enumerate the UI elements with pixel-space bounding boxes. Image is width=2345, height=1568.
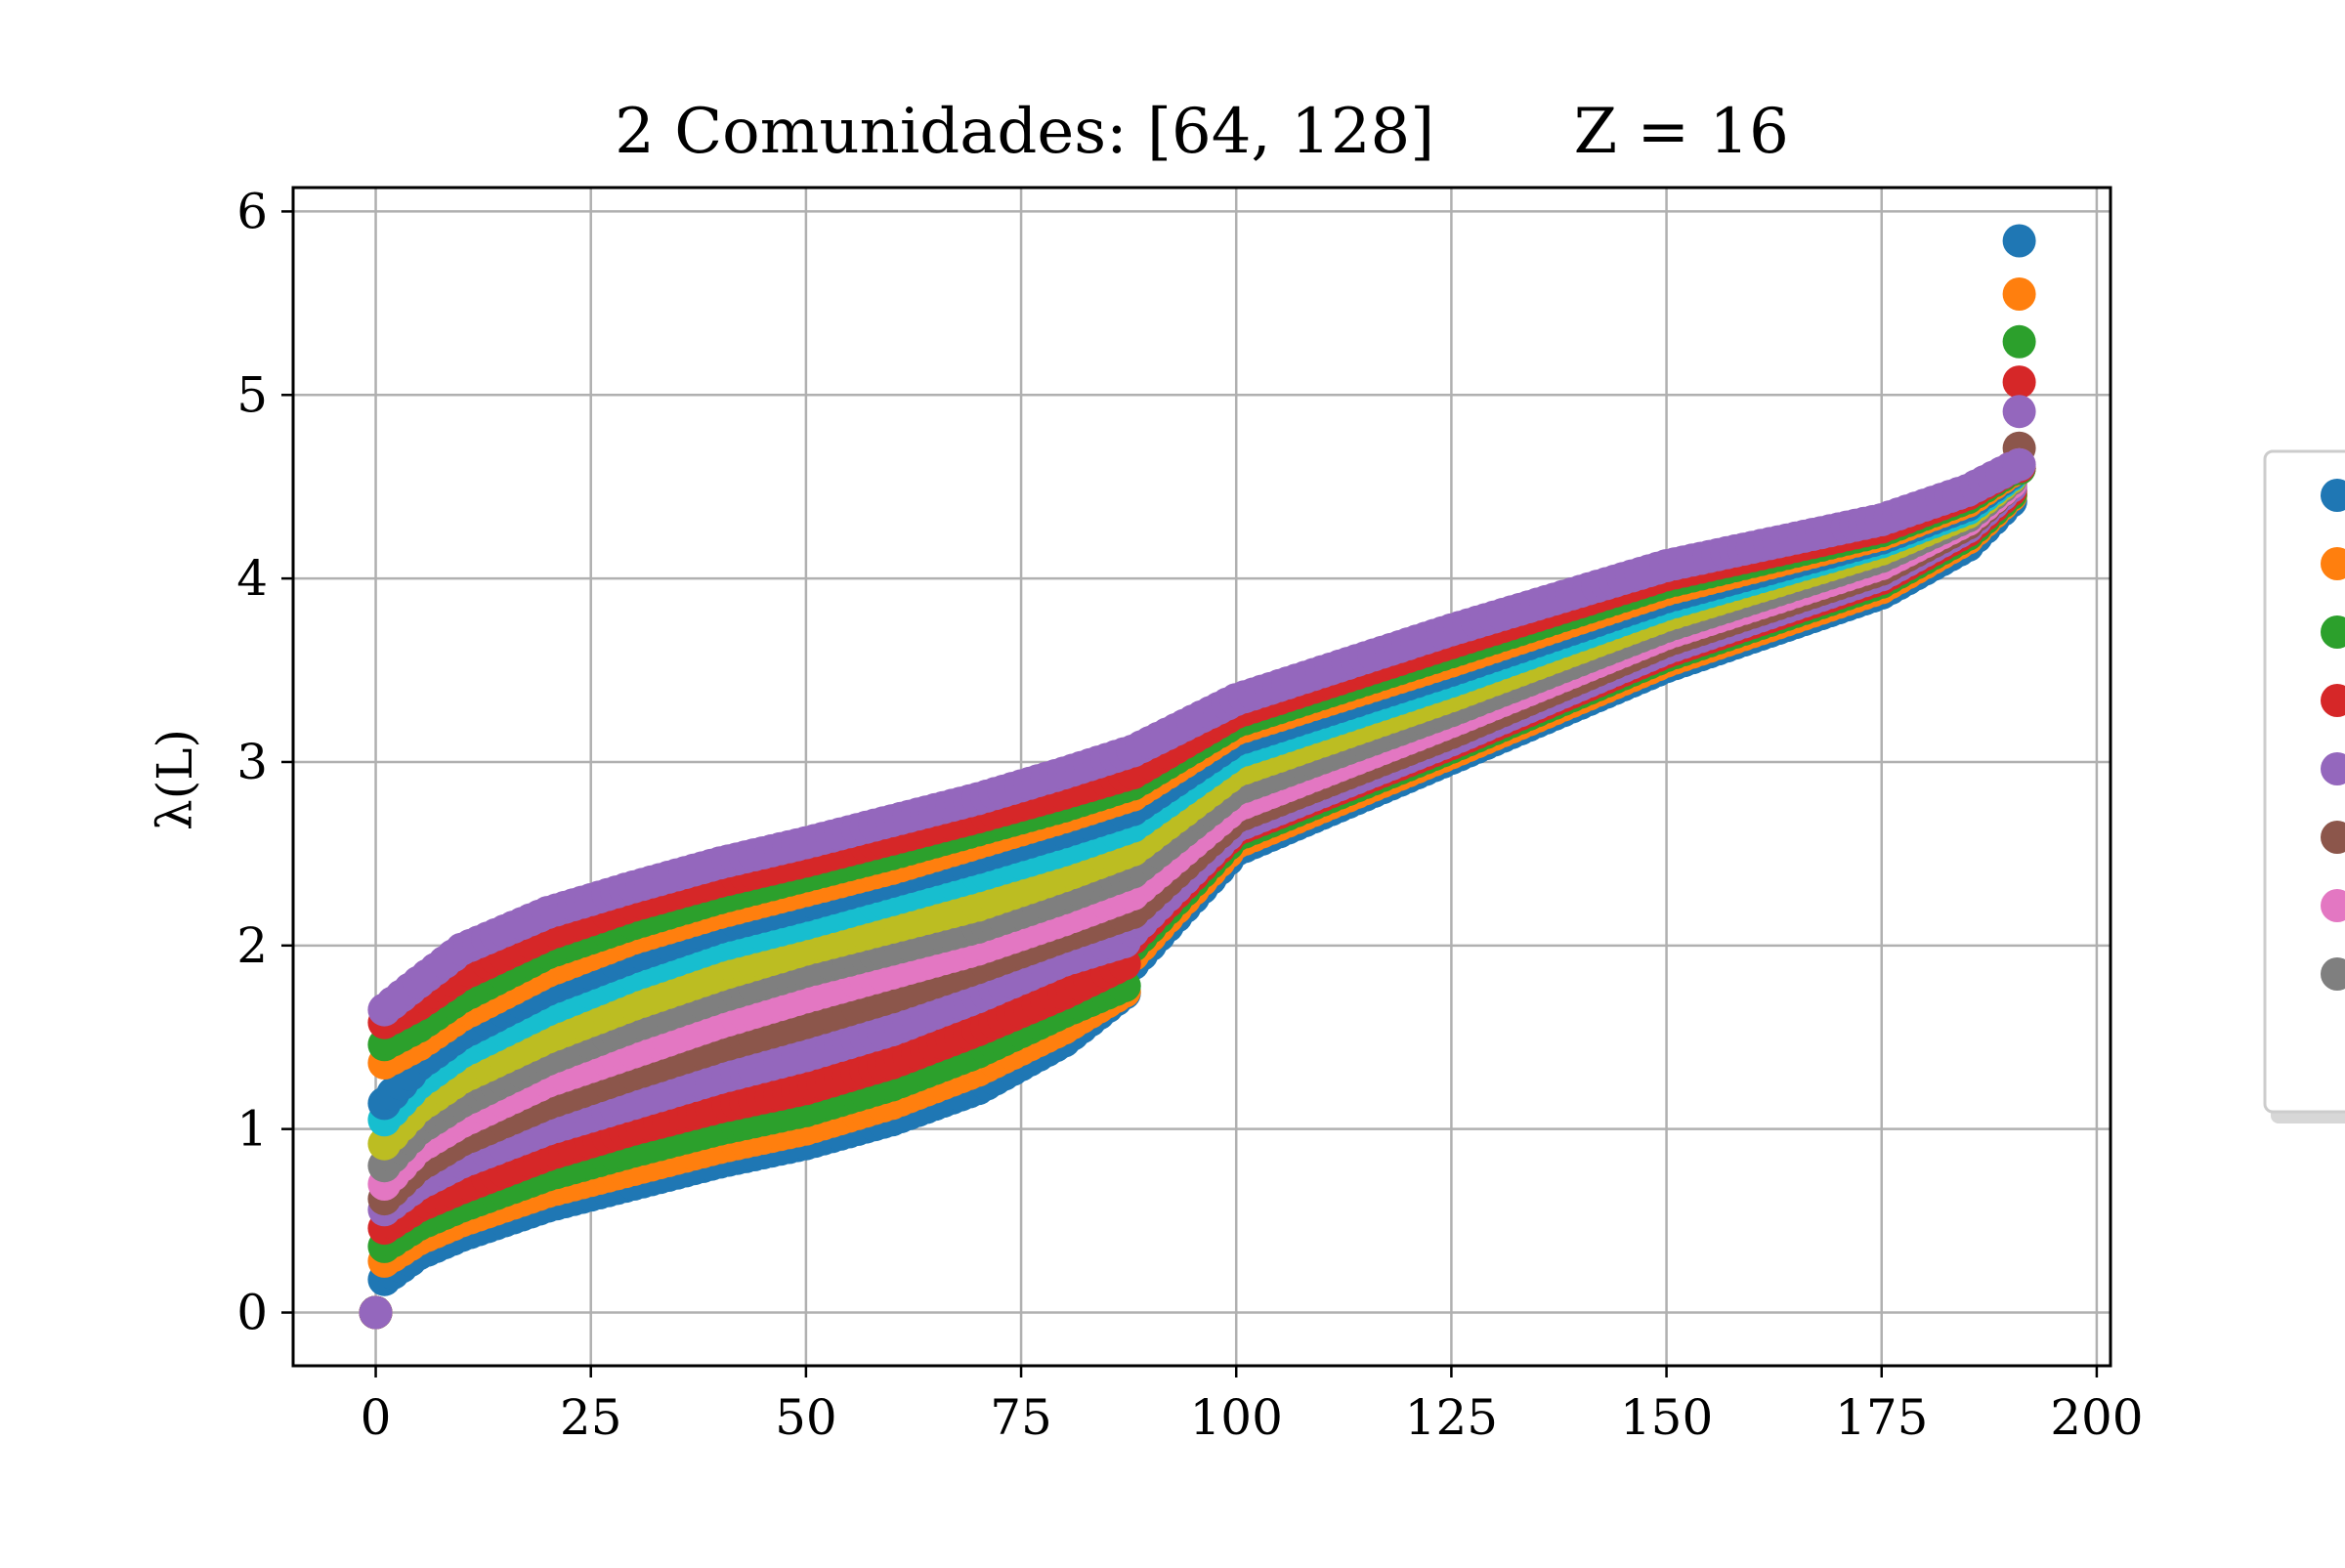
chart-title: 2 Comunidades: [64, 128] Z = 16 xyxy=(615,96,1789,168)
y-tick-label: 5 xyxy=(236,366,268,423)
y-tick-label: 4 xyxy=(236,550,268,607)
data-point xyxy=(2002,224,2036,258)
y-tick-label: 1 xyxy=(236,1101,268,1158)
data-point xyxy=(2002,447,2036,482)
x-tick-label: 75 xyxy=(990,1389,1052,1446)
data-point xyxy=(2002,395,2036,429)
y-tick-label: 3 xyxy=(236,734,268,790)
x-tick-label: 175 xyxy=(1835,1389,1928,1446)
y-axis-label: λ(L) xyxy=(147,729,203,830)
x-tick-label: 50 xyxy=(775,1389,837,1446)
legend-marker xyxy=(2321,684,2345,717)
legend xyxy=(2263,449,2345,1123)
legend-marker xyxy=(2321,957,2345,991)
x-tick-label: 125 xyxy=(1405,1389,1498,1446)
data-points xyxy=(359,224,2036,1330)
x-tick-label: 200 xyxy=(2050,1389,2143,1446)
legend-marker xyxy=(2321,615,2345,649)
legend-marker xyxy=(2321,547,2345,580)
x-tick-label: 100 xyxy=(1190,1389,1283,1446)
y-tick-label: 2 xyxy=(236,917,268,974)
legend-marker xyxy=(2321,821,2345,854)
x-tick-label: 0 xyxy=(361,1389,392,1446)
y-tick-label: 0 xyxy=(236,1285,268,1341)
legend-marker xyxy=(2321,889,2345,922)
x-tick-label: 150 xyxy=(1620,1389,1713,1446)
data-point xyxy=(2002,324,2036,359)
data-point xyxy=(359,1295,393,1330)
axes-frame xyxy=(291,186,2112,1368)
data-point xyxy=(2002,365,2036,400)
y-tick-label: 6 xyxy=(236,183,268,239)
axis-ticks: 0 25 50 75 100 125 150 175 200 0 1 2 3 4 5 6 xyxy=(236,183,2143,1446)
data-point xyxy=(2002,277,2036,311)
legend-marker xyxy=(2321,752,2345,785)
legend-marker xyxy=(2321,479,2345,512)
x-tick-label: 25 xyxy=(560,1389,622,1446)
series-15 xyxy=(359,447,2036,1330)
